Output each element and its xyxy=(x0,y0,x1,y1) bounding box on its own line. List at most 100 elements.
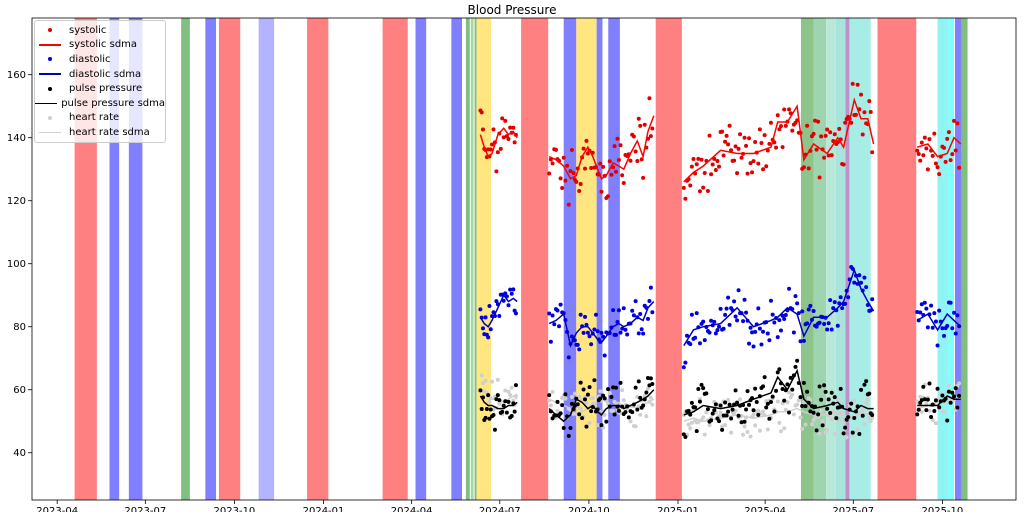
heart-rate-point xyxy=(742,424,747,429)
systolic-point xyxy=(724,133,729,138)
chart-title: Blood Pressure xyxy=(467,3,557,17)
pulse-pressure-point xyxy=(555,399,560,404)
diastolic-point xyxy=(733,314,738,319)
pulse-pressure-point xyxy=(946,389,951,394)
heart-rate-point xyxy=(775,399,780,404)
pulse-pressure-point xyxy=(940,393,945,398)
diastolic-point xyxy=(681,365,686,370)
diastolic-point xyxy=(481,326,485,331)
systolic-point xyxy=(563,178,568,183)
systolic-point xyxy=(813,118,818,123)
pulse-pressure-point xyxy=(957,393,962,398)
heart-rate-point xyxy=(574,411,579,416)
heart-rate-point xyxy=(598,389,603,394)
pulse-pressure-point xyxy=(820,423,825,428)
pulse-pressure-point xyxy=(491,412,496,417)
diastolic-point xyxy=(768,298,773,303)
systolic-point xyxy=(747,136,752,141)
pulse-pressure-point xyxy=(852,415,857,420)
heart-rate-point xyxy=(751,412,756,417)
systolic-point xyxy=(701,185,706,190)
legend-item: pulse pressure sdma xyxy=(35,96,165,111)
systolic-point xyxy=(683,196,688,201)
pulse-pressure-point xyxy=(710,411,715,416)
pulse-pressure-point xyxy=(753,386,758,391)
diastolic-point xyxy=(852,280,857,285)
heart-rate-point xyxy=(718,410,723,415)
diastolic-point xyxy=(945,323,950,328)
diastolic-point xyxy=(735,318,740,323)
pulse-pressure-point xyxy=(922,397,927,402)
systolic-point xyxy=(607,159,612,164)
systolic-point xyxy=(862,110,867,115)
systolic-point xyxy=(727,123,732,128)
systolic-point xyxy=(606,194,611,199)
legend-label: heart rate xyxy=(69,112,120,124)
pulse-pressure-point xyxy=(765,401,770,406)
diastolic-point xyxy=(707,330,712,335)
systolic-point xyxy=(707,133,712,138)
pulse-pressure-point xyxy=(756,412,761,417)
systolic-point xyxy=(578,182,583,187)
systolic-point xyxy=(767,141,772,146)
diastolic-point xyxy=(631,313,636,318)
diastolic-point xyxy=(555,308,560,313)
systolic-point xyxy=(581,146,586,151)
diastolic-point xyxy=(584,322,589,327)
diastolic-point xyxy=(548,339,553,344)
legend-label: pulse pressure sdma xyxy=(61,97,165,109)
systolic-point xyxy=(778,124,783,129)
diastolic-point xyxy=(759,342,764,347)
diastolic-point xyxy=(826,321,831,326)
diastolic-point xyxy=(955,313,960,318)
pulse-pressure-point xyxy=(933,398,938,403)
legend-line-marker xyxy=(35,102,58,105)
heart-rate-point xyxy=(548,403,553,408)
pulse-pressure-point xyxy=(937,405,942,410)
systolic-point xyxy=(736,146,741,151)
legend-dot-marker xyxy=(35,86,65,91)
pulse-pressure-point xyxy=(762,375,767,380)
diastolic-point xyxy=(501,298,506,303)
systolic-point xyxy=(710,162,715,167)
heart-rate-point xyxy=(796,398,801,403)
pulse-pressure-point xyxy=(497,398,502,403)
systolic-point xyxy=(500,116,505,121)
systolic-point xyxy=(805,123,810,128)
systolic-point xyxy=(638,123,643,128)
pulse-pressure-point xyxy=(492,427,497,432)
shaded-band xyxy=(470,18,474,500)
heart-rate-point xyxy=(738,397,743,402)
systolic-point xyxy=(742,135,747,140)
systolic-point xyxy=(933,161,938,166)
diastolic-point xyxy=(685,333,690,338)
diastolic-point xyxy=(864,285,869,290)
diastolic-point xyxy=(630,308,635,313)
systolic-point xyxy=(647,96,652,101)
systolic-point xyxy=(814,147,819,152)
diastolic-point xyxy=(800,309,805,314)
systolic-point xyxy=(870,150,875,155)
diastolic-point xyxy=(592,327,597,332)
pulse-pressure-point xyxy=(745,389,750,394)
systolic-point xyxy=(777,127,782,132)
systolic-point xyxy=(739,155,744,160)
pulse-pressure-point xyxy=(819,397,824,402)
systolic-point xyxy=(733,144,738,149)
systolic-point xyxy=(823,133,828,138)
heart-rate-point xyxy=(942,410,947,415)
legend-label: heart rate sdma xyxy=(69,126,150,138)
pulse-pressure-point xyxy=(817,384,822,389)
diastolic-point xyxy=(919,302,924,307)
systolic-point xyxy=(787,107,792,112)
pulse-pressure-point xyxy=(618,380,623,385)
systolic-point xyxy=(713,168,718,173)
systolic-point xyxy=(828,130,833,135)
pulse-pressure-point xyxy=(717,419,722,424)
systolic-point xyxy=(950,152,955,157)
pulse-pressure-point xyxy=(512,409,517,414)
diastolic-point xyxy=(712,319,717,324)
systolic-point xyxy=(825,127,830,132)
heart-rate-point xyxy=(835,398,840,403)
diastolic-point xyxy=(930,325,935,330)
